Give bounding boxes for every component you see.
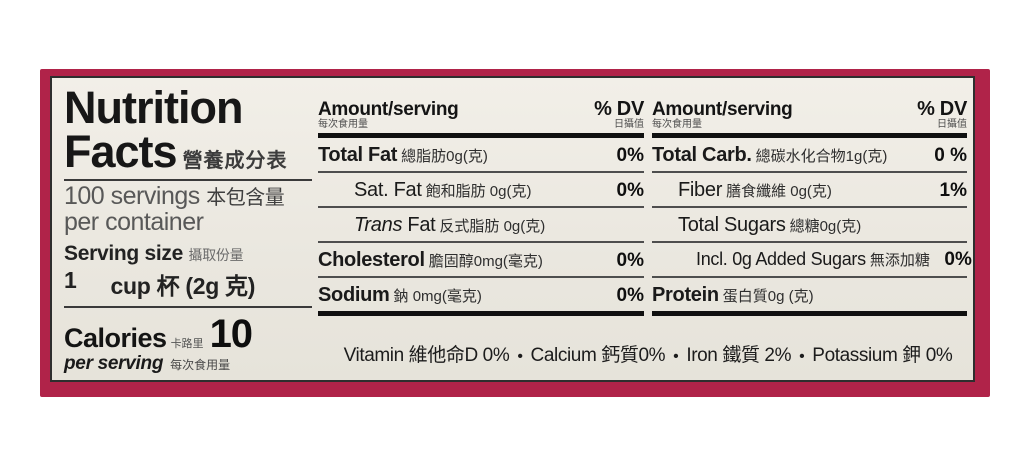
servings-count: 100 servings bbox=[64, 182, 200, 211]
amount-serving-header-2: Amount/serving 每次食用量 bbox=[652, 99, 793, 131]
amount-serving-chinese: 每次食用量 bbox=[318, 119, 368, 130]
per-serving-label: per serving bbox=[64, 353, 164, 375]
title-line2-row: Facts 營養成分表 bbox=[64, 126, 312, 178]
sat-fat-dv: 0% bbox=[616, 180, 644, 201]
dv-label: % DV bbox=[594, 98, 644, 120]
nutrients-column-2: Amount/serving 每次食用量 % DV 日攝值 Total Carb… bbox=[652, 92, 972, 316]
serving-size-label-row: Serving size 攝取份量 bbox=[64, 242, 312, 266]
trans-fat-amount: 反式脂肪 0g(克) bbox=[439, 218, 546, 235]
total-sugars-label: Total Sugars bbox=[678, 214, 786, 236]
calories-chinese: 卡路里 bbox=[170, 338, 204, 351]
serving-size-chinese: 攝取份量 bbox=[188, 247, 244, 264]
iron-item: Iron 鐵質 2% bbox=[686, 345, 792, 366]
protein-amount: 蛋白質0g (克) bbox=[722, 288, 814, 305]
sat-fat-label: Sat. Fat bbox=[354, 179, 422, 201]
sodium-dv: 0% bbox=[616, 285, 644, 306]
amount-serving-label-2: Amount/serving bbox=[652, 99, 793, 120]
row-trans-fat: Trans Fat 反式脂肪 0g(克) bbox=[318, 208, 644, 243]
fiber-label: Fiber bbox=[678, 179, 723, 201]
dv-chinese-2: 日攝值 bbox=[937, 119, 967, 130]
row-sat-fat: Sat. Fat 飽和脂肪 0g(克) 0% bbox=[318, 173, 644, 208]
title-chinese: 營養成分表 bbox=[182, 150, 288, 173]
bullet-separator: • bbox=[799, 348, 805, 365]
per-serving-row: per serving 每次食用量 bbox=[64, 353, 312, 375]
servings-line2: per container bbox=[64, 207, 204, 236]
total-carb-label: Total Carb. bbox=[652, 144, 752, 166]
amount-serving-header: Amount/serving 每次食用量 bbox=[318, 99, 459, 131]
dv-chinese: 日攝值 bbox=[614, 119, 644, 130]
protein-label: Protein bbox=[652, 284, 719, 306]
calories-value: 10 bbox=[209, 312, 253, 357]
added-sugars-amount: 無添加糖 bbox=[869, 252, 930, 269]
cholesterol-dv: 0% bbox=[616, 250, 644, 271]
added-sugars-label: Incl. 0g Added Sugars bbox=[696, 249, 866, 269]
servings-line1: 100 servings 本包含量 bbox=[64, 182, 312, 211]
title-line1: Nutrition bbox=[64, 82, 243, 133]
dv-header-2: % DV 日攝值 bbox=[917, 99, 967, 131]
row-fiber: Fiber 膳食纖維 0g(克) 1% bbox=[652, 173, 967, 208]
trans-fat-italic: Trans bbox=[354, 214, 403, 236]
cholesterol-label: Cholesterol bbox=[318, 249, 425, 271]
servings-chinese: 本包含量 bbox=[206, 187, 285, 210]
nutrients-column-1: Amount/serving 每次食用量 % DV 日攝值 Total Fat 總… bbox=[318, 92, 644, 316]
column1-header: Amount/serving 每次食用量 % DV 日攝值 bbox=[318, 92, 644, 138]
total-fat-label: Total Fat bbox=[318, 144, 398, 166]
sodium-amount: 鈉 0mg(毫克) bbox=[393, 288, 482, 305]
trans-fat-label: Fat bbox=[402, 214, 436, 236]
total-sugars-amount: 總糖0g(克) bbox=[789, 218, 862, 235]
total-carb-dv: 0 % bbox=[934, 145, 967, 166]
summary-column: Nutrition Facts 營養成分表 100 servings 本包含量 … bbox=[64, 82, 312, 375]
row-sodium: Sodium 鈉 0mg(毫克) 0% bbox=[318, 278, 644, 316]
cholesterol-amount: 膽固醇0mg(毫克) bbox=[428, 253, 543, 270]
fiber-amount: 膳食纖維 0g(克) bbox=[726, 183, 832, 200]
serving-size-number: 1 bbox=[64, 267, 77, 294]
serving-size-unit: cup 杯 (2g 克) bbox=[110, 273, 256, 300]
calories-label: Calories bbox=[64, 323, 167, 354]
row-protein: Protein 蛋白質0g (克) bbox=[652, 278, 967, 316]
bullet-separator: • bbox=[517, 348, 523, 365]
serving-size-label: Serving size bbox=[64, 242, 183, 266]
row-added-sugars: Incl. 0g Added Sugars 無添加糖 0% bbox=[652, 243, 972, 278]
vitamin-d-item: Vitamin 維他命D 0% bbox=[343, 345, 510, 366]
column2-header: Amount/serving 每次食用量 % DV 日攝值 bbox=[652, 92, 967, 138]
total-carb-amount: 總碳水化合物1g(克) bbox=[755, 148, 888, 165]
bullet-separator: • bbox=[673, 348, 679, 365]
total-fat-dv: 0% bbox=[616, 145, 644, 166]
nutrition-facts-panel: Nutrition Facts 營養成分表 100 servings 本包含量 … bbox=[50, 76, 975, 382]
row-total-fat: Total Fat 總脂肪0g(克) 0% bbox=[318, 138, 644, 173]
divider-under-title bbox=[64, 179, 312, 182]
row-total-sugars: Total Sugars 總糖0g(克) bbox=[652, 208, 967, 243]
fiber-dv: 1% bbox=[939, 180, 967, 201]
calories-row: Calories 卡路里 10 bbox=[64, 312, 312, 357]
vitamin-mineral-strip: Vitamin 維他命D 0% • Calcium 鈣質0% • Iron 鐵質… bbox=[324, 340, 972, 367]
per-serving-chinese: 每次食用量 bbox=[170, 358, 231, 373]
sat-fat-amount: 飽和脂肪 0g(克) bbox=[425, 183, 532, 200]
divider-under-serving-size bbox=[64, 306, 312, 309]
row-total-carb: Total Carb. 總碳水化合物1g(克) 0 % bbox=[652, 138, 967, 173]
added-sugars-dv: 0% bbox=[944, 249, 972, 270]
dv-label-2: % DV bbox=[917, 98, 967, 120]
calcium-item: Calcium 鈣質0% bbox=[530, 345, 666, 366]
dv-header: % DV 日攝值 bbox=[594, 99, 644, 131]
amount-serving-chinese-2: 每次食用量 bbox=[652, 119, 702, 130]
title-line2: Facts bbox=[64, 126, 178, 178]
row-cholesterol: Cholesterol 膽固醇0mg(毫克) 0% bbox=[318, 243, 644, 278]
amount-serving-label: Amount/serving bbox=[318, 99, 459, 120]
potassium-item: Potassium 鉀 0% bbox=[812, 345, 953, 366]
sodium-label: Sodium bbox=[318, 284, 390, 306]
serving-size-value-row: 1 cup 杯 (2g 克) bbox=[64, 267, 312, 301]
total-fat-amount: 總脂肪0g(克) bbox=[401, 148, 488, 165]
